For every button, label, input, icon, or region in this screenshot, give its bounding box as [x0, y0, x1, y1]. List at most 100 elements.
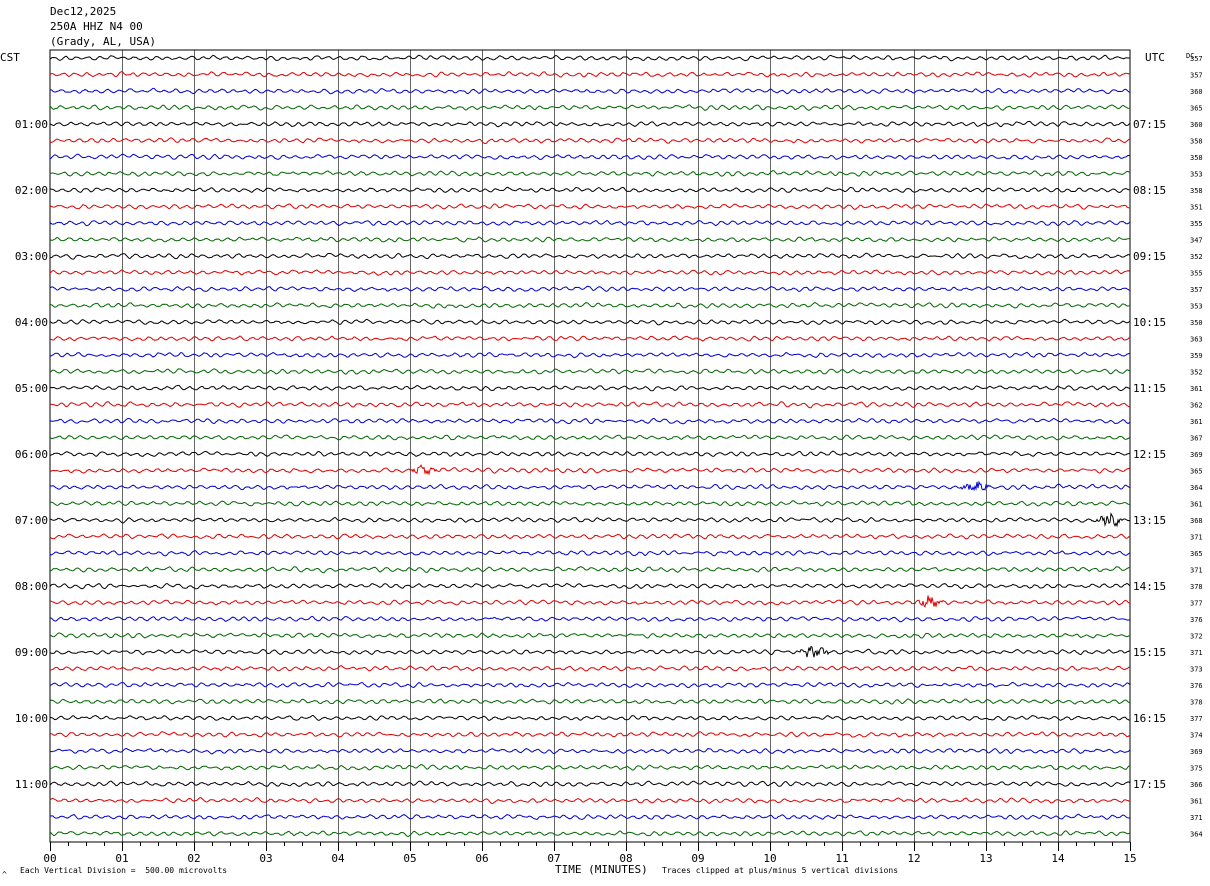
dc-offset-label: 361 — [1190, 385, 1203, 393]
dc-axis-title: DC — [1186, 52, 1194, 60]
dc-offset-label: 377 — [1190, 600, 1203, 608]
dc-offset-label: 365 — [1190, 468, 1203, 476]
utc-hour-label: 12:15 — [1133, 448, 1166, 461]
x-tick-label: 09 — [691, 852, 704, 865]
seismic-trace — [49, 830, 1131, 838]
seismic-trace — [50, 236, 1130, 243]
dc-offset-label: 365 — [1190, 105, 1203, 113]
dc-offset-label: 368 — [1190, 517, 1203, 525]
seismic-trace — [49, 401, 1131, 409]
seismic-trace — [49, 219, 1131, 227]
dc-offset-label: 371 — [1190, 814, 1203, 822]
dc-offset-label: 369 — [1190, 748, 1203, 756]
utc-hour-label: 08:15 — [1133, 184, 1166, 197]
x-tick-label: 05 — [403, 852, 416, 865]
seismic-trace — [49, 714, 1131, 721]
seismic-trace — [49, 54, 1130, 62]
utc-axis-title: UTC — [1145, 51, 1165, 64]
dc-offset-label: 362 — [1190, 402, 1203, 410]
x-tick-label: 10 — [763, 852, 776, 865]
x-tick-label: 12 — [907, 852, 920, 865]
seismic-trace — [49, 780, 1131, 788]
dc-offset-label: 375 — [1190, 765, 1203, 773]
dc-offset-label: 360 — [1190, 121, 1203, 129]
seismic-trace — [49, 763, 1131, 771]
seismic-trace — [49, 566, 1131, 574]
utc-hour-label: 13:15 — [1133, 514, 1166, 527]
utc-hour-label: 07:15 — [1133, 118, 1166, 131]
seismic-trace — [49, 153, 1131, 161]
x-tick-label: 01 — [115, 852, 128, 865]
dc-offset-label: 347 — [1190, 237, 1203, 245]
seismic-trace — [49, 747, 1131, 755]
x-tick-label: 02 — [187, 852, 200, 865]
x-tick-label: 00 — [43, 852, 56, 865]
dc-offset-label: 361 — [1190, 501, 1203, 509]
x-tick-label: 14 — [1051, 852, 1065, 865]
header-date: Dec12,2025 — [50, 5, 117, 18]
seismic-trace — [49, 681, 1131, 689]
dc-offset-label: 369 — [1190, 451, 1203, 459]
dc-offset-label: 377 — [1190, 715, 1203, 723]
seismic-trace — [49, 533, 1131, 540]
clip-note: Traces clipped at plus/minus 5 vertical … — [662, 866, 899, 875]
cst-hour-label: 01:00 — [15, 118, 48, 131]
utc-hour-label: 10:15 — [1133, 316, 1166, 329]
dc-offset-label: 376 — [1190, 616, 1203, 624]
dc-offset-label: 361 — [1190, 418, 1203, 426]
seismic-trace — [49, 464, 1131, 476]
seismic-trace — [49, 318, 1131, 326]
cst-hour-label: 06:00 — [15, 448, 48, 461]
dc-offset-label: 364 — [1190, 484, 1203, 492]
cst-axis-title: CST — [0, 51, 20, 64]
utc-hour-label: 14:15 — [1133, 580, 1166, 593]
seismic-trace — [49, 137, 1131, 145]
seismic-trace — [49, 582, 1131, 590]
dc-offset-label: 357 — [1190, 286, 1203, 294]
dc-offset-label: 353 — [1190, 303, 1203, 311]
cst-hour-label: 04:00 — [15, 316, 48, 329]
cst-hour-label: 02:00 — [15, 184, 48, 197]
utc-hour-label: 11:15 — [1133, 382, 1166, 395]
dc-offset-label: 364 — [1190, 831, 1203, 839]
seismic-trace — [49, 186, 1131, 193]
plot-frame — [49, 49, 1131, 843]
cst-hour-label: 08:00 — [15, 580, 48, 593]
dc-offset-label: 350 — [1190, 319, 1203, 327]
seismic-trace — [50, 252, 1131, 260]
cst-hour-label: 07:00 — [15, 514, 48, 527]
cst-hour-label: 11:00 — [15, 778, 48, 791]
dc-offset-label: 371 — [1190, 534, 1203, 542]
cst-hour-label: 10:00 — [15, 712, 48, 725]
seismic-trace — [50, 813, 1131, 821]
dc-offset-label: 355 — [1190, 220, 1203, 228]
seismic-trace — [49, 512, 1131, 528]
dc-offset-label: 367 — [1190, 435, 1203, 443]
dc-offset-label: 358 — [1190, 138, 1203, 146]
scale-note: Each Vertical Division = 500.00 microvol… — [20, 866, 228, 875]
seismic-trace — [49, 450, 1131, 457]
seismic-trace — [49, 87, 1131, 95]
cst-hour-label: 05:00 — [15, 382, 48, 395]
seismic-trace — [49, 645, 1131, 658]
header-station: 250A HHZ N4 00 — [50, 20, 143, 33]
seismic-trace — [49, 169, 1131, 177]
seismic-trace — [49, 632, 1131, 639]
dc-offset-label: 358 — [1190, 187, 1203, 195]
dc-offset-label: 355 — [1190, 270, 1203, 278]
seismic-trace — [50, 335, 1131, 342]
seismic-trace — [49, 203, 1131, 210]
seismic-trace — [49, 595, 1131, 608]
seismic-trace — [49, 120, 1131, 128]
dc-offset-label: 374 — [1190, 732, 1203, 740]
x-axis-title: TIME (MINUTES) — [555, 863, 648, 876]
cst-hour-label: 03:00 — [15, 250, 48, 263]
seismic-trace — [49, 104, 1131, 111]
seismic-trace — [49, 368, 1131, 375]
seismic-trace — [49, 417, 1131, 425]
dc-offset-label: 363 — [1190, 336, 1203, 344]
x-tick-label: 11 — [835, 852, 848, 865]
dc-offset-label: 373 — [1190, 666, 1203, 674]
dc-offset-label: 352 — [1190, 369, 1203, 377]
x-tick-label: 13 — [979, 852, 992, 865]
